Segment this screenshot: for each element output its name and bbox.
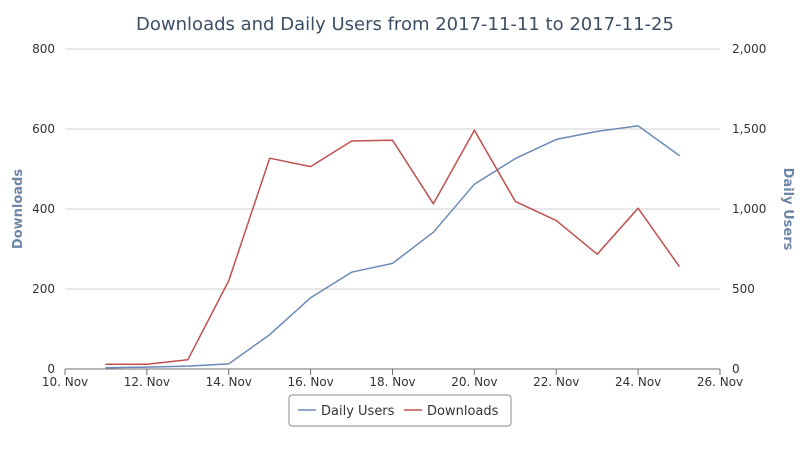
- legend-item-downloads[interactable]: Downloads: [404, 404, 499, 419]
- left-y-tick-label: 400: [32, 202, 55, 216]
- x-tick-label: 26. Nov: [697, 375, 743, 389]
- x-tick-label: 14. Nov: [206, 375, 252, 389]
- x-tick-label: 20. Nov: [451, 375, 497, 389]
- x-tick-label: 24. Nov: [615, 375, 661, 389]
- left-y-tick-label: 200: [32, 282, 55, 296]
- legend-label-daily-users: Daily Users: [321, 404, 395, 419]
- right-y-tick-label: 500: [732, 282, 755, 296]
- left-axis-title: Downloads: [11, 169, 26, 249]
- right-y-tick-label: 1,000: [732, 202, 766, 216]
- legend-item-daily-users[interactable]: Daily Users: [298, 404, 395, 419]
- x-tick-label: 12. Nov: [124, 375, 170, 389]
- series-line-downloads[interactable]: [105, 129, 680, 365]
- x-tick-label: 18. Nov: [369, 375, 415, 389]
- x-tick-label: 22. Nov: [533, 375, 579, 389]
- chart-title: Downloads and Daily Users from 2017-11-1…: [136, 14, 674, 35]
- left-y-tick-label: 800: [32, 42, 55, 56]
- right-y-tick-label: 2,000: [732, 42, 766, 56]
- right-y-tick-label: 0: [732, 362, 740, 376]
- series-line-daily-users[interactable]: [105, 125, 680, 369]
- left-y-tick-label: 0: [47, 362, 55, 376]
- x-axis: 10. Nov 12. Nov 14. Nov 16. Nov 18. Nov 20. N…: [42, 368, 743, 389]
- x-tick-label: 16. Nov: [287, 375, 333, 389]
- series-group: [105, 125, 680, 369]
- grid-lines: [65, 48, 720, 290]
- legend[interactable]: Daily Users Downloads: [288, 394, 512, 427]
- left-y-tick-label: 600: [32, 122, 55, 136]
- right-y-tick-label: 1,500: [732, 122, 766, 136]
- left-y-axis: 0 200 400 600 800: [32, 42, 55, 376]
- x-tick-label: 10. Nov: [42, 375, 88, 389]
- right-y-axis: 0 500 1,000 1,500 2,000: [732, 42, 766, 376]
- legend-label-downloads: Downloads: [427, 404, 499, 419]
- right-axis-title: Daily Users: [780, 168, 795, 251]
- legend-box: [288, 394, 512, 427]
